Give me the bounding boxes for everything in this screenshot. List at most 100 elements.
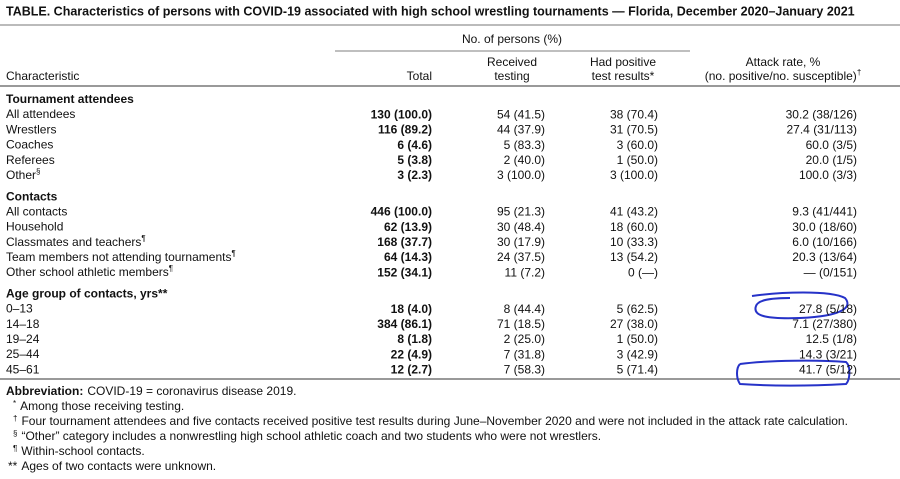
column-header-text: test results* — [592, 69, 655, 83]
section-heading: Tournament attendees — [6, 92, 134, 106]
table-cell: 2 (40.0) — [504, 153, 545, 167]
table-cell: 130 (100.0) — [371, 107, 432, 121]
table-cell: 71 (18.5) — [497, 317, 545, 331]
table-cell: 38 (70.4) — [610, 107, 658, 121]
table-cell: 3 (42.9) — [617, 347, 658, 361]
column-header: (no. positive/no. susceptible)† — [705, 68, 862, 83]
row-label: Household — [6, 220, 63, 234]
row-label-text: Coaches — [6, 138, 53, 152]
column-header-text: Characteristic — [6, 69, 79, 83]
table-cell: 3 (2.3) — [397, 168, 432, 182]
table-cell: 54 (41.5) — [497, 107, 545, 121]
row-label-text: Other — [6, 168, 36, 182]
row-label-text: All contacts — [6, 205, 67, 219]
footnote: ** Ages of two contacts were unknown. — [8, 459, 216, 473]
row-label: Coaches — [6, 138, 53, 152]
table-cell: 12 (2.7) — [391, 363, 432, 377]
column-header: Total — [407, 69, 432, 83]
table-cell: 20.3 (13/64) — [792, 250, 857, 264]
row-label: 45–61 — [6, 363, 40, 377]
row-label-text: 25–44 — [6, 347, 40, 361]
column-header-text: (no. positive/no. susceptible) — [705, 69, 857, 83]
row-label-text: 19–24 — [6, 332, 40, 346]
table-cell: 1 (50.0) — [617, 153, 658, 167]
row-label-text: Household — [6, 220, 63, 234]
row-label: All attendees — [6, 107, 75, 121]
table-cell: 95 (21.3) — [497, 205, 545, 219]
table-cell: 10 (33.3) — [610, 235, 658, 249]
table-cell: 20.0 (1/5) — [806, 153, 857, 167]
table-cell: 168 (37.7) — [377, 235, 432, 249]
table-cell: 24 (37.5) — [497, 250, 545, 264]
row-label-text: Referees — [6, 153, 55, 167]
table-cell: 2 (25.0) — [504, 332, 545, 346]
column-header-text: testing — [494, 69, 529, 83]
column-header: Received — [487, 55, 537, 69]
row-label-text: 0–13 — [6, 302, 33, 316]
table-cell: 8 (1.8) — [397, 332, 432, 346]
column-header-text: Total — [407, 69, 432, 83]
table-cell: 22 (4.9) — [391, 347, 432, 361]
table-cell: 31 (70.5) — [610, 123, 658, 137]
row-label-text: 14–18 — [6, 317, 40, 331]
row-label: 19–24 — [6, 332, 40, 346]
column-header-text: Had positive — [590, 55, 656, 69]
table-cell: 44 (37.9) — [497, 123, 545, 137]
footnote-mark: * — [13, 399, 16, 408]
table-cell: 62 (13.9) — [384, 220, 432, 234]
column-header: Characteristic — [6, 69, 79, 83]
table-cell: 41.7 (5/12) — [799, 363, 857, 377]
row-label-text: Wrestlers — [6, 123, 56, 137]
row-label: 25–44 — [6, 347, 40, 361]
footnote-text: Within-school contacts. — [21, 444, 144, 458]
abbreviation-label: Abbreviation: — [6, 384, 83, 398]
column-header: test results* — [592, 69, 655, 83]
table-cell: 27.4 (31/113) — [787, 123, 858, 137]
column-header-text: Received — [487, 55, 537, 69]
table-cell: 9.3 (41/441) — [792, 205, 857, 219]
row-label: Referees — [6, 153, 55, 167]
table-cell: 27 (38.0) — [610, 317, 658, 331]
footnote-text: Among those receiving testing. — [20, 399, 184, 413]
footnote: * Among those receiving testing. — [13, 399, 184, 413]
table-cell: 3 (100.0) — [497, 168, 545, 182]
row-label: 0–13 — [6, 302, 33, 316]
annotation-circle — [736, 359, 851, 387]
row-label: Wrestlers — [6, 123, 56, 137]
table-title: TABLE. Characteristics of persons with C… — [6, 4, 855, 18]
footnote-mark: ** — [8, 459, 18, 473]
abbreviation: Abbreviation: COVID-19 = coronavirus dise… — [6, 384, 296, 398]
footnote-mark: ¶ — [141, 234, 145, 243]
footnote-mark: † — [13, 414, 17, 423]
table-cell: 27.8 (5/18) — [799, 302, 857, 316]
table-cell: — (0/151) — [804, 265, 857, 279]
row-label: Other school athletic members¶ — [6, 264, 173, 279]
column-header: Had positive — [590, 55, 656, 69]
table-cell: 13 (54.2) — [610, 250, 658, 264]
table-cell: 100.0 (3/3) — [799, 168, 857, 182]
section-heading: Age group of contacts, yrs** — [6, 287, 168, 301]
table-cell: 5 (3.8) — [397, 153, 432, 167]
table-cell: 30.0 (18/60) — [792, 220, 857, 234]
footnote-text: Four tournament attendees and five conta… — [21, 414, 847, 428]
table-cell: 3 (60.0) — [617, 138, 658, 152]
row-label-text: Other school athletic members — [6, 265, 169, 279]
row-label-text: All attendees — [6, 107, 75, 121]
table-cell: 5 (83.3) — [504, 138, 545, 152]
row-label: Other§ — [6, 167, 40, 182]
table-cell: 8 (44.4) — [504, 302, 545, 316]
row-label-text: 45–61 — [6, 363, 40, 377]
footnote-mark: § — [13, 429, 17, 438]
annotation-circle — [751, 291, 849, 320]
table-cell: 18 (4.0) — [391, 302, 432, 316]
table-cell: 3 (100.0) — [610, 168, 658, 182]
column-header: testing — [494, 69, 529, 83]
table-cell: 12.5 (1/8) — [806, 332, 857, 346]
row-label-text: Team members not attending tournaments — [6, 250, 231, 264]
row-label-text: Classmates and teachers — [6, 235, 141, 249]
footnote-mark: § — [36, 167, 40, 176]
footnote: ¶ Within-school contacts. — [13, 444, 145, 458]
table-cell: 30 (48.4) — [497, 220, 545, 234]
